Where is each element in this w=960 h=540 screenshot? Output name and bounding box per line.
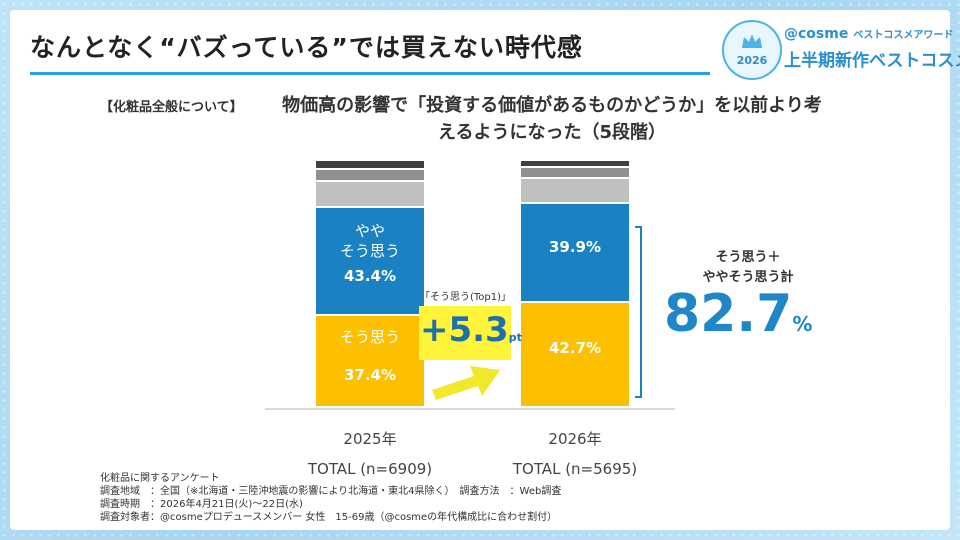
inline-series-label-0: そう思う: [339, 327, 400, 346]
data-label-0-1: 43.4%: [343, 267, 397, 286]
question-tag: 【化粧品全般について】: [100, 100, 243, 115]
award-title: 上半期新作ベストコスメ: [784, 51, 960, 71]
delta-number: +5.3: [420, 310, 509, 350]
sum-unit: %: [792, 312, 813, 336]
total-label-0: TOTAL (n=6909): [307, 460, 433, 478]
sum-value: 82.7%: [664, 282, 812, 356]
sum-number: 82.7: [664, 284, 793, 344]
note-line4: 調査対象者：@cosmeプロデュースメンバー 女性 15-69歳（@cosmeの…: [100, 512, 558, 523]
category-label-1: 2026年: [548, 430, 602, 448]
sum-label-line1: そう思う＋: [715, 250, 781, 265]
bar-segment-1-4: [521, 161, 629, 166]
note-line1: 化粧品に関するアンケート: [100, 473, 220, 484]
bar-segment-0-1: [316, 208, 424, 314]
note-line2: 調査地域 ：全国（※北海道・三陸沖地震の影響により北海道・東北4県除く） 調査方…: [100, 486, 562, 497]
bar-segment-0-0: [316, 315, 424, 406]
brand-sub: ベストコスメアワード: [853, 30, 954, 41]
sum-bracket: [635, 226, 642, 398]
top1-label: 「そう思う(Top1)」: [420, 292, 512, 303]
increase-arrow-icon: [432, 366, 500, 400]
delta-highlight: [419, 306, 511, 360]
bar-segment-1-0: [521, 302, 629, 406]
inline-series-label-1: やや そう思う: [339, 222, 400, 261]
chart-baseline: [265, 408, 675, 410]
note-line3: 調査時期 ：2026年4月21日(火)〜22日(水): [100, 499, 303, 510]
brand-logo: @cosme ベストコスメアワード: [784, 26, 953, 42]
slide-title: なんとなく“バズっている”では買えない時代感: [30, 33, 583, 62]
question-text: 物価高の影響で「投資する価値があるものかどうか」を以前より考えるようになった（5…: [282, 95, 822, 143]
bar-segment-0-3: [316, 169, 424, 181]
slide-card: [10, 10, 950, 530]
data-label-1-0: 42.7%: [548, 339, 602, 358]
bar-segment-1-2: [521, 179, 629, 202]
category-label-0: 2025年: [343, 430, 397, 448]
total-label-1: TOTAL (n=5695): [512, 460, 638, 478]
bar-segment-1-1: [521, 203, 629, 301]
sum-label-line2: ややそう思う計: [702, 270, 794, 285]
bar-segment-1-3: [521, 167, 629, 178]
data-label-1-1: 39.9%: [548, 238, 602, 257]
title-underline: [30, 72, 710, 75]
data-label-0-0: 37.4%: [343, 366, 397, 385]
badge-year: 2026: [736, 54, 768, 67]
bar-segment-0-2: [316, 182, 424, 207]
award-badge: 2026: [722, 20, 782, 80]
brand-name: @cosme: [784, 26, 849, 42]
delta-value: +5.3pt: [420, 310, 522, 358]
delta-unit: pt: [508, 331, 522, 344]
crown-icon: [742, 34, 762, 48]
bar-segment-0-4: [316, 161, 424, 168]
